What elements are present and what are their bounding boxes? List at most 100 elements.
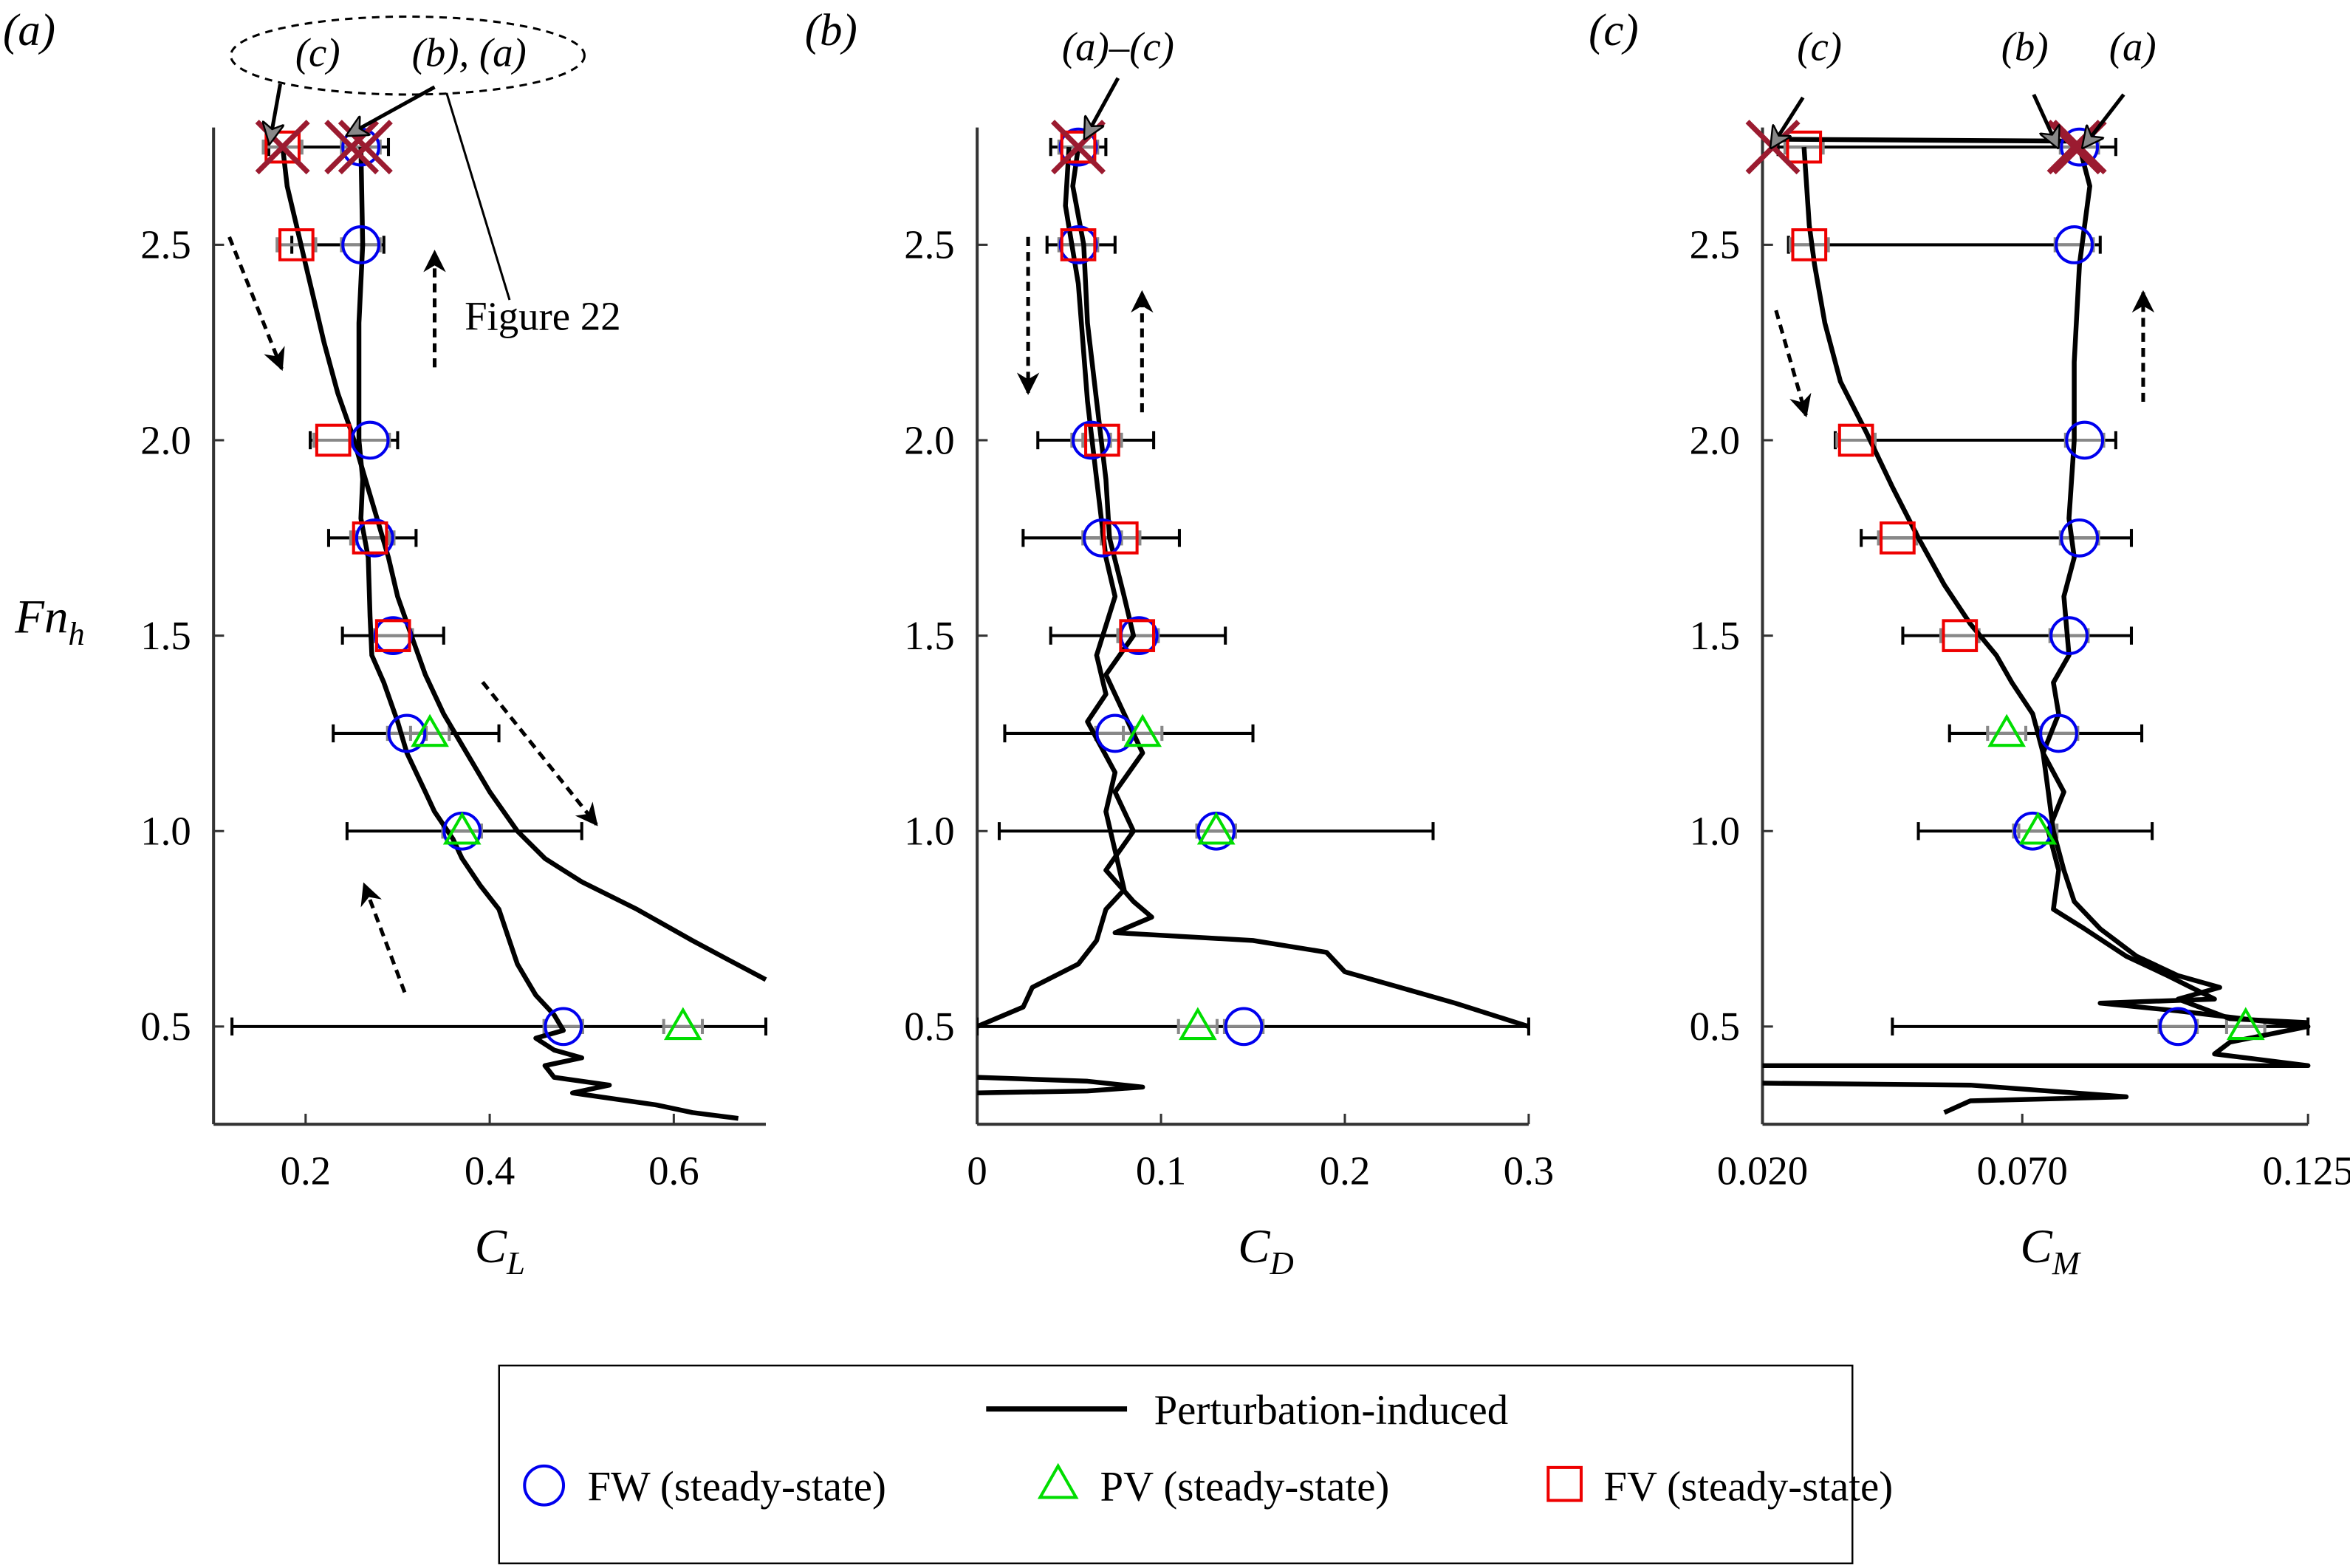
panel-c: (c) 0.020 0.070 0.125 0.5 1.0 1.5 2.0 2.5 CM (1589, 6, 2350, 1281)
fw-marker (354, 518, 394, 558)
panel-label: (b) (805, 6, 857, 55)
legend-label-fv: FV (steady-state) (1603, 1464, 1893, 1510)
x-tick-label: 0.020 (1717, 1148, 1808, 1193)
perturbation-curve (280, 146, 767, 982)
label-a-c: (a)–(c) (1062, 24, 1174, 69)
pv-marker (411, 713, 449, 747)
fw-marker (2158, 1007, 2198, 1047)
legend-square-icon (1546, 1465, 1583, 1502)
fw-marker (2012, 811, 2052, 851)
x-tick-label: 0.3 (1504, 1148, 1554, 1193)
x-tick-label: 0.070 (1977, 1148, 2068, 1193)
pv-marker (663, 1007, 702, 1041)
x-axis-label-main: C (475, 1220, 507, 1273)
y-tick-label: 1.0 (140, 809, 191, 854)
perturbation-curve (356, 146, 739, 1121)
fw-marker (2055, 225, 2094, 264)
fw-marker (341, 225, 380, 264)
fw-marker (1224, 1007, 1264, 1047)
label-b-a: (b), (a) (412, 30, 527, 75)
fv-marker (1060, 228, 1097, 261)
fv-marker (1942, 619, 1979, 652)
fv-marker (1837, 423, 1874, 457)
perturbation-curve (1762, 146, 2311, 1069)
y-tick-label: 2.0 (1690, 417, 1740, 462)
plot-area (1762, 137, 2311, 1115)
y-axis-label-main: Fn (14, 591, 68, 644)
fv-marker (1084, 423, 1120, 457)
x-axis-label-main: C (2021, 1220, 2053, 1273)
perturbation-curve (1762, 1081, 2129, 1115)
fv-marker (278, 228, 315, 261)
legend-box (498, 1364, 1854, 1564)
legend-label-fw: FW (steady-state) (588, 1464, 886, 1510)
highlight-ellipse (229, 15, 586, 96)
pointer-arrow (2083, 93, 2125, 147)
direction-arrow (1774, 309, 1812, 418)
pv-marker (1179, 1007, 1217, 1041)
x-axis-label-main: C (1238, 1220, 1270, 1273)
pointer-arrow (1085, 77, 1120, 138)
x-tick-label: 0 (967, 1148, 987, 1193)
y-tick-label: 2.5 (140, 222, 191, 267)
x-axis-label-sub: D (1270, 1245, 1294, 1281)
label-c: (c) (295, 30, 340, 75)
y-tick-label: 2.5 (1690, 222, 1740, 267)
perturbation-curve (977, 146, 1127, 1029)
label-a: (a) (2109, 24, 2157, 69)
panel-label: (c) (1589, 6, 1639, 55)
x-axis-label: CD (1238, 1220, 1294, 1281)
fw-marker (350, 420, 390, 460)
pv-marker (1196, 811, 1236, 845)
fv-marker (1880, 521, 1916, 555)
x-tick-label: 0.1 (1136, 1148, 1186, 1193)
plot-area (230, 137, 768, 1121)
figure-ref-leader (445, 92, 511, 301)
label-b: (b) (2001, 24, 2049, 69)
direction-arrow (227, 236, 285, 372)
y-tick-label: 0.5 (140, 1004, 191, 1049)
legend-triangle-icon (1037, 1462, 1079, 1499)
x-axis-label: CM (2021, 1220, 2082, 1281)
y-axis-label-sub: h (68, 615, 84, 652)
fv-marker (352, 521, 388, 555)
legend-circle-icon (523, 1464, 566, 1507)
fv-marker (315, 423, 352, 457)
pv-marker (442, 811, 482, 845)
x-tick-label: 0.4 (465, 1148, 515, 1193)
y-tick-label: 2.0 (904, 417, 954, 462)
pointer-arrow (1772, 96, 1805, 147)
x-tick-label: 0.2 (1320, 1148, 1370, 1193)
fw-marker (387, 713, 427, 753)
panel-a: (a) 0.2 0.4 0.6 0.5 1.0 1.5 2.0 2.5 CL Fnh (3, 6, 768, 1281)
direction-arrow (360, 882, 407, 993)
y-tick-label: 1.5 (140, 613, 191, 658)
legend-label-perturbation: Perturbation-induced (1154, 1387, 1509, 1434)
pv-marker (2226, 1007, 2265, 1041)
panel-b: (b) 0 0.1 0.2 0.3 0.5 1.0 1.5 2.0 2.5 CD (805, 6, 1554, 1281)
fv-marker (1119, 619, 1156, 652)
y-tick-label: 0.5 (904, 1004, 954, 1049)
fw-marker (1072, 420, 1111, 460)
y-axis-label: Fnh (14, 591, 84, 652)
y-tick-label: 2.0 (140, 417, 191, 462)
perturbation-curve (977, 1075, 1145, 1095)
fv-marker (1060, 130, 1097, 164)
x-axis-label: CL (475, 1220, 525, 1281)
plot-area (977, 137, 1530, 1095)
y-tick-label: 2.5 (904, 222, 954, 267)
pv-marker (1123, 713, 1162, 747)
direction-arrow (481, 680, 598, 826)
pointer-arrow (270, 83, 280, 143)
y-tick-label: 1.5 (1690, 613, 1740, 658)
legend: Perturbation-induced FW (steady-state) P… (498, 1364, 1893, 1564)
fw-marker (2060, 518, 2100, 558)
label-c: (c) (1797, 24, 1842, 69)
pv-marker (2018, 811, 2058, 845)
panel-label: (a) (3, 6, 55, 55)
perturbation-curve (1772, 137, 2075, 144)
fv-marker (374, 619, 411, 652)
fw-marker (544, 1007, 583, 1047)
y-tick-label: 0.5 (1690, 1004, 1740, 1049)
